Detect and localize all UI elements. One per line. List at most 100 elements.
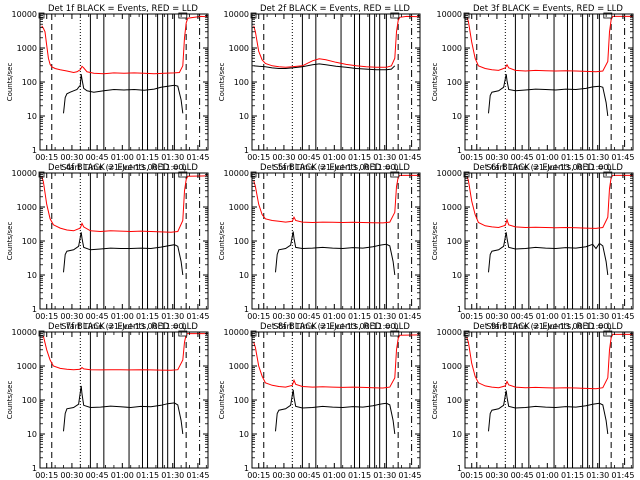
x-tick-label: 01:00 <box>536 471 559 480</box>
x-tick-label: 01:30 <box>161 153 184 162</box>
y-tick-label: 10 <box>239 112 249 121</box>
y-tick-label: 10 <box>239 430 249 439</box>
event-rate-line <box>488 232 609 276</box>
x-tick-label: 00:30 <box>485 153 508 162</box>
event-rate-line <box>63 74 184 114</box>
x-tick-label: 01:00 <box>323 153 346 162</box>
plot-frame <box>251 331 421 469</box>
lld-rate-line <box>41 333 208 371</box>
x-tick-label: 01:15 <box>561 471 584 480</box>
lld-rate-line <box>253 334 420 389</box>
y-tick-label: 10 <box>239 271 249 280</box>
y-axis-label: Counts/sec <box>218 63 226 102</box>
x-tick-label: 01:15 <box>348 312 371 321</box>
x-tick-label: 01:45 <box>611 471 634 480</box>
y-tick-label: 100 <box>447 78 462 87</box>
y-tick-label: 100 <box>22 78 37 87</box>
lld-rate-line <box>41 175 208 233</box>
detector-panel-6: 1 10 100 1000 10000 00:15 00:30 00:45 01:00 01:15… <box>431 163 634 331</box>
y-tick-label: 10000 <box>12 169 37 178</box>
event-rate-line <box>63 232 184 276</box>
panel-title: Det 3f BLACK = Events, RED = LLD <box>473 4 623 14</box>
x-tick-label: 01:45 <box>611 312 634 321</box>
x-tick-label: 01:00 <box>111 312 134 321</box>
x-tick-label: 00:30 <box>60 153 83 162</box>
x-tick-label: 00:30 <box>272 312 295 321</box>
x-tick-label: 01:45 <box>398 471 421 480</box>
lld-rate-line <box>466 15 633 73</box>
y-axis-label: Counts/sec <box>6 63 14 102</box>
plot-frame <box>39 172 209 310</box>
panel-title: Det 6f BLACK = Events, RED = LLD <box>473 163 623 173</box>
y-tick-label: 100 <box>234 78 249 87</box>
x-tick-label: 01:30 <box>586 153 609 162</box>
y-axis-label: Counts/sec <box>431 222 439 261</box>
y-tick-label: 10000 <box>12 328 37 337</box>
x-tick-label: 01:15 <box>136 312 159 321</box>
x-tick-label: 00:15 <box>35 471 58 480</box>
x-tick-label: 00:30 <box>272 153 295 162</box>
corner-box-marker <box>603 330 613 337</box>
panel-title: Det 4f BLACK = Events, RED = LLD <box>48 163 198 173</box>
plot-frame <box>464 331 634 469</box>
x-tick-label: 01:45 <box>398 312 421 321</box>
panel-title: Det 8f BLACK = Events, RED = LLD <box>260 322 410 332</box>
y-tick-label: 100 <box>22 396 37 405</box>
x-tick-label: 01:30 <box>373 471 396 480</box>
x-tick-label: 00:30 <box>60 471 83 480</box>
x-tick-label: 01:30 <box>586 312 609 321</box>
event-rate-line <box>275 231 396 276</box>
y-tick-label: 1000 <box>17 362 37 371</box>
x-axis-label: Start Time (21-Jul-13 00:11:00) <box>486 322 611 331</box>
y-tick-label: 10 <box>452 112 462 121</box>
y-tick-label: 1 <box>244 305 249 314</box>
event-rate-line <box>275 389 396 435</box>
lld-rate-line <box>466 333 633 390</box>
y-tick-label: 100 <box>234 237 249 246</box>
x-tick-label: 00:45 <box>86 153 109 162</box>
y-tick-label: 1000 <box>442 44 462 53</box>
x-tick-label: 00:15 <box>460 471 483 480</box>
y-tick-label: 1 <box>32 305 37 314</box>
y-tick-label: 10000 <box>437 10 462 19</box>
x-tick-label: 00:45 <box>511 471 534 480</box>
y-axis-label: Counts/sec <box>431 381 439 420</box>
y-tick-label: 10000 <box>12 10 37 19</box>
x-tick-label: 01:00 <box>536 153 559 162</box>
y-tick-label: 1000 <box>229 44 249 53</box>
y-axis-label: Counts/sec <box>218 381 226 420</box>
x-tick-label: 00:45 <box>86 312 109 321</box>
x-tick-label: 00:30 <box>60 312 83 321</box>
x-tick-label: 01:30 <box>373 153 396 162</box>
x-tick-label: 00:15 <box>35 312 58 321</box>
x-tick-label: 01:30 <box>161 312 184 321</box>
x-tick-label: 01:30 <box>586 471 609 480</box>
x-tick-label: 01:45 <box>398 153 421 162</box>
y-tick-label: 1 <box>457 146 462 155</box>
panel-title: Det 5f BLACK = Events, RED = LLD <box>260 163 410 173</box>
panel-title: Det 9f BLACK = Events, RED = LLD <box>473 322 623 332</box>
x-tick-label: 01:45 <box>186 153 209 162</box>
plot-frame <box>464 172 634 310</box>
y-tick-label: 10 <box>452 271 462 280</box>
lld-rate-line <box>466 174 633 229</box>
corner-box-marker <box>603 171 613 178</box>
detector-panel-5: 1 10 100 1000 10000 00:15 00:30 00:45 01:00 01:15… <box>218 163 421 331</box>
y-tick-label: 100 <box>447 396 462 405</box>
x-axis-label: Start Time (21-Jul-13 00:11:00) <box>273 163 398 172</box>
y-tick-label: 10000 <box>224 169 249 178</box>
x-tick-label: 01:15 <box>348 471 371 480</box>
y-tick-label: 1 <box>32 146 37 155</box>
corner-box-marker <box>178 171 188 178</box>
x-tick-label: 00:15 <box>460 153 483 162</box>
y-tick-label: 1 <box>244 464 249 473</box>
x-tick-label: 00:30 <box>485 471 508 480</box>
panel-title: Det 7f BLACK = Events, RED = LLD <box>48 322 198 332</box>
y-axis-label: Counts/sec <box>431 63 439 102</box>
detector-panel-3: 1 10 100 1000 10000 00:15 00:30 00:45 01:00 01:15… <box>431 4 634 172</box>
detector-panel-9: 1 10 100 1000 10000 00:15 00:30 00:45 01:00 01:15… <box>431 322 634 480</box>
y-tick-label: 1000 <box>17 44 37 53</box>
x-axis-label: Start Time (21-Jul-13 00:11:00) <box>486 163 611 172</box>
plot-frame <box>39 13 209 151</box>
x-axis-label: Start Time (21-Jul-13 00:11:00) <box>61 322 186 331</box>
